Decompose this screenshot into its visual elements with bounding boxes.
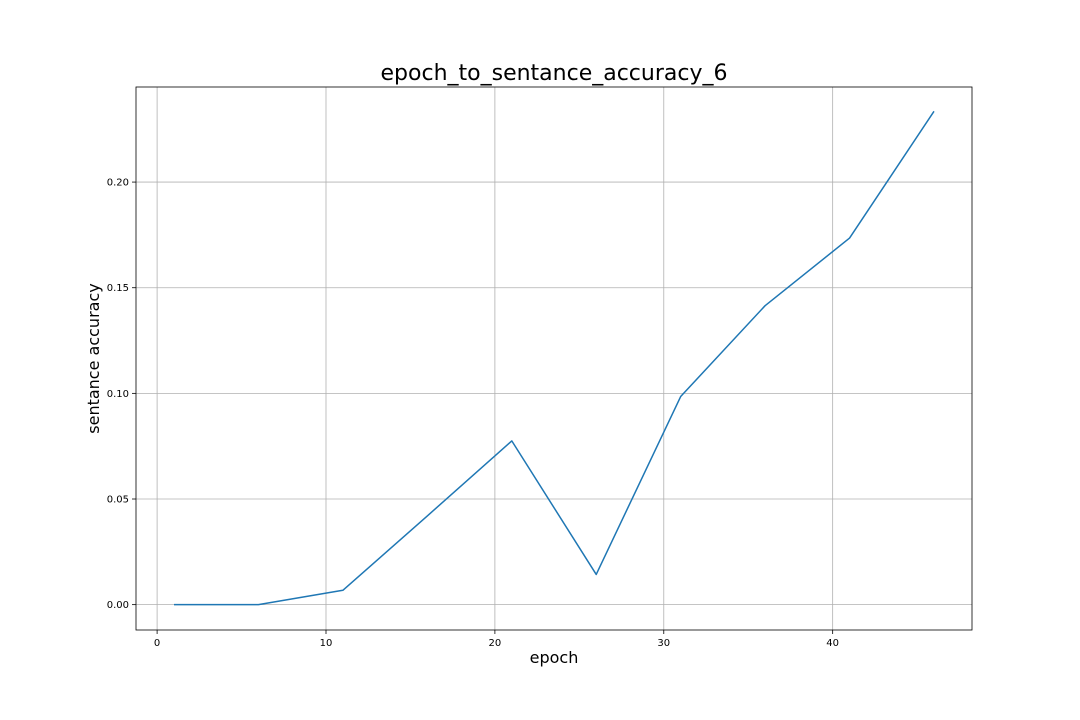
ticks-layer: 0 10 20 30 40 0.00 0.05 0.10 0.15 0.20 — [107, 178, 839, 649]
x-tick-label: 40 — [826, 638, 839, 649]
y-axis-label: sentance accuracy — [84, 283, 103, 433]
x-tick-label: 10 — [320, 638, 333, 649]
y-tick-label: 0.05 — [107, 495, 129, 506]
y-tick-label: 0.15 — [107, 283, 129, 294]
chart-title: epoch_to_sentance_accuracy_6 — [381, 61, 728, 86]
y-tick-label: 0.20 — [107, 178, 129, 189]
grid-layer — [136, 87, 972, 630]
x-tick-label: 0 — [154, 638, 160, 649]
x-axis-label: epoch — [530, 648, 579, 667]
y-tick-label: 0.00 — [107, 600, 129, 611]
plot-frame — [135, 86, 973, 631]
series-layer — [174, 110, 935, 606]
x-tick-label: 30 — [657, 638, 670, 649]
series-line — [174, 110, 935, 606]
y-tick-label: 0.10 — [107, 389, 129, 400]
x-tick-label: 20 — [489, 638, 502, 649]
